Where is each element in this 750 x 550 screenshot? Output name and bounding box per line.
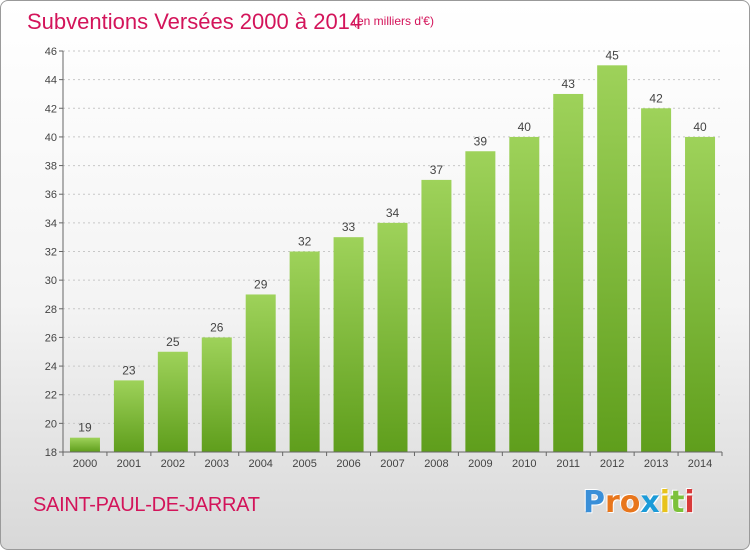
commune-name: SAINT-PAUL-DE-JARRAT xyxy=(33,494,260,516)
bar xyxy=(421,179,452,452)
x-tick-label: 2004 xyxy=(248,458,272,470)
bar xyxy=(465,151,496,452)
bar xyxy=(641,108,672,453)
logo-letter: r xyxy=(605,485,620,520)
chart-unit-note: (en milliers d'€) xyxy=(353,14,434,28)
logo-letter: t xyxy=(670,485,685,520)
data-label: 42 xyxy=(649,91,663,105)
data-label: 40 xyxy=(518,120,532,134)
axis-layer: 18 20 22 24 26 28 30 32 34 36 38 40 42 44 46 2000 2001 20… xyxy=(45,46,723,470)
bar xyxy=(289,251,320,452)
y-tick-label: 26 xyxy=(45,332,57,344)
x-tick-label: 2013 xyxy=(644,458,668,470)
y-tick-label: 38 xyxy=(45,161,57,173)
data-label: 19 xyxy=(78,421,92,435)
y-tick-label: 18 xyxy=(45,447,57,459)
x-tick-label: 2007 xyxy=(380,458,404,470)
x-tick-label: 2014 xyxy=(688,458,712,470)
y-tick-label: 46 xyxy=(45,46,57,58)
bar xyxy=(245,294,276,452)
data-label: 39 xyxy=(474,134,488,148)
data-label: 33 xyxy=(342,220,356,234)
bar xyxy=(69,437,100,452)
x-tick-label: 2012 xyxy=(600,458,624,470)
x-tick-label: 2003 xyxy=(205,458,229,470)
bar xyxy=(201,337,232,452)
labels-layer: 19 23 25 26 29 32 33 34 37 39 40 43 45 42 40 xyxy=(78,48,707,434)
bar xyxy=(333,237,364,452)
logo-letter: x xyxy=(640,485,660,520)
y-tick-label: 44 xyxy=(45,75,57,87)
y-tick-label: 34 xyxy=(45,218,57,230)
logo-letter: o xyxy=(619,485,641,520)
data-label: 26 xyxy=(210,320,224,334)
chart-title: Subventions Versées 2000 à 2014 xyxy=(27,9,363,34)
bar xyxy=(685,136,716,452)
bar xyxy=(377,222,408,452)
y-tick-label: 36 xyxy=(45,189,57,201)
x-tick-label: 2001 xyxy=(117,458,141,470)
x-tick-label: 2010 xyxy=(512,458,536,470)
bar xyxy=(509,136,540,452)
x-tick-label: 2006 xyxy=(336,458,360,470)
data-label: 37 xyxy=(430,163,444,177)
data-label: 43 xyxy=(562,77,576,91)
x-tick-label: 2009 xyxy=(468,458,492,470)
logo-letter: i xyxy=(684,485,695,520)
bars-layer xyxy=(69,65,716,453)
x-tick-label: 2011 xyxy=(556,458,580,470)
x-tick-label: 2002 xyxy=(161,458,185,470)
proxiti-logo: Proxiti xyxy=(583,485,695,520)
y-tick-label: 30 xyxy=(45,275,57,287)
y-tick-label: 20 xyxy=(45,418,57,430)
y-tick-label: 24 xyxy=(45,361,57,373)
y-tick-label: 40 xyxy=(45,132,57,144)
bar xyxy=(157,351,188,452)
data-label: 40 xyxy=(693,120,707,134)
bar xyxy=(553,93,584,452)
data-label: 32 xyxy=(298,235,312,249)
bar xyxy=(597,65,628,453)
y-tick-label: 22 xyxy=(45,390,57,402)
y-tick-label: 42 xyxy=(45,103,57,115)
y-tick-label: 28 xyxy=(45,304,57,316)
x-tick-label: 2000 xyxy=(73,458,97,470)
x-tick-label: 2005 xyxy=(292,458,316,470)
data-label: 34 xyxy=(386,206,400,220)
logo-letter: i xyxy=(659,485,671,520)
data-label: 45 xyxy=(605,48,619,62)
data-label: 25 xyxy=(166,335,180,349)
y-tick-label: 32 xyxy=(45,247,57,259)
logo-letter: P xyxy=(583,485,605,520)
data-label: 29 xyxy=(254,277,268,291)
data-label: 23 xyxy=(122,363,136,377)
bar xyxy=(113,380,144,452)
x-tick-label: 2008 xyxy=(424,458,448,470)
